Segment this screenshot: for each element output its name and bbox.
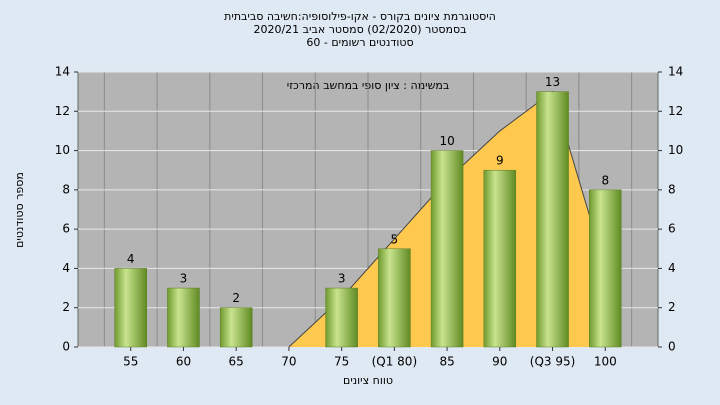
x-tick-label: 55 (123, 355, 138, 369)
data-label: 9 (496, 154, 504, 168)
y-tick-label: 12 (55, 104, 70, 118)
bar (219, 307, 253, 348)
bar (325, 287, 358, 348)
data-label: 2 (232, 291, 240, 305)
y-tick-label: 0 (62, 340, 70, 354)
y2-tick-label: 8 (668, 182, 676, 196)
bar (114, 268, 147, 348)
data-label: 8 (601, 173, 609, 187)
y-tick-label: 4 (62, 261, 70, 275)
bar (483, 169, 517, 348)
x-tick-label: 65 (229, 355, 244, 369)
data-label: 5 (391, 232, 399, 246)
x-tick-label: 85 (439, 355, 454, 369)
x-tick-label: 75 (334, 355, 349, 369)
bar (430, 150, 464, 348)
chart-title: היסטוגרמת ציונים בקורס - אקו-פילוסופיה:ח… (224, 10, 496, 23)
y2-tick-label: 14 (668, 65, 683, 79)
bar (378, 248, 411, 348)
x-tick-label: 70 (281, 355, 296, 369)
y-tick-label: 8 (62, 182, 70, 196)
x-tick-label: (Q3 95) (530, 355, 576, 369)
y2-tick-label: 12 (668, 104, 683, 118)
x-tick-label: 90 (492, 355, 507, 369)
data-label: 4 (127, 252, 135, 266)
y-tick-label: 10 (55, 143, 70, 157)
y-tick-label: 14 (55, 65, 70, 79)
y2-tick-label: 10 (668, 143, 683, 157)
x-axis-label: טווח ציונים (343, 374, 393, 387)
data-label: 13 (545, 75, 560, 89)
x-tick-label: (Q1 80) (372, 355, 418, 369)
x-tick-label: 100 (594, 355, 617, 369)
bar (536, 91, 569, 348)
y-axis-label: מספר סטודנטים (13, 172, 26, 248)
data-label: 3 (180, 272, 188, 286)
bar (589, 189, 622, 348)
y-tick-label: 2 (62, 300, 70, 314)
x-tick-label: 60 (176, 355, 191, 369)
data-label: 3 (338, 272, 346, 286)
y2-tick-label: 4 (668, 261, 676, 275)
y2-tick-label: 2 (668, 300, 676, 314)
y2-tick-label: 6 (668, 222, 676, 236)
y2-tick-label: 0 (668, 340, 676, 354)
bar (167, 287, 200, 348)
chart-subtitle: בסמסטר (02/2020) סמסטר אביב 2020/21 (253, 23, 466, 36)
y-tick-label: 6 (62, 222, 70, 236)
data-label: 10 (439, 134, 454, 148)
chart-subtitle: סטודנטים רשומים - 60 (306, 36, 413, 49)
